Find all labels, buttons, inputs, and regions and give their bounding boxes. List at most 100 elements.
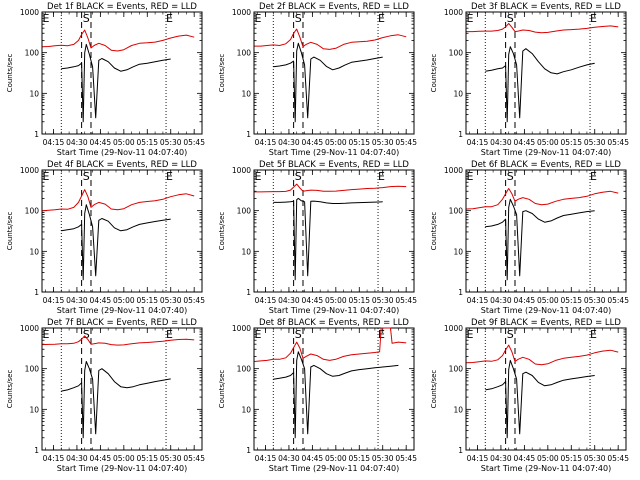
x-tick-label: 04:15 [255,454,277,463]
plot-frame [41,169,203,293]
x-tick-label: 05:45 [607,138,629,147]
chart-panel-5: Det 5f BLACK = Events, RED = LLD 1 10 100 10… [218,160,417,315]
x-tick-label: 05:45 [395,454,417,463]
marker-e-left: E [255,328,262,341]
marker-e-right: E [378,170,385,183]
x-tick-label: 04:15 [467,296,489,305]
chart-title: Det 4f BLACK = Events, RED = LLD [47,160,197,170]
events-series-line [61,43,171,123]
x-tick-label: 04:15 [255,138,277,147]
chart-panel-4: Det 4f BLACK = Events, RED = LLD 1 10 100 10… [6,160,205,315]
y-tick-label: 1 [458,130,463,139]
y-tick-label: 100 [25,365,40,374]
x-tick-label: 05:15 [560,138,582,147]
marker-s: S [507,170,514,183]
lld-series-line [254,28,407,50]
y-tick-label: 10 [241,405,251,414]
chart-title: Det 3f BLACK = Events, RED = LLD [471,2,621,12]
x-tick-label: 04:15 [467,454,489,463]
y-tick-label: 1000 [20,8,39,17]
events-series-line [485,359,595,439]
chart-title: Det 1f BLACK = Events, RED = LLD [47,2,197,12]
y-axis-label: Counts/sec [430,370,438,409]
x-tick-label: 05:45 [607,296,629,305]
y-tick-label: 1 [34,130,39,139]
x-tick-label: 05:15 [136,296,158,305]
plot-frame [465,327,627,451]
marker-e-right: E [166,12,173,25]
marker-s: S [295,328,302,341]
x-tick-label: 05:30 [584,296,606,305]
marker-e-left: E [255,12,262,25]
lld-series-line [466,344,619,366]
plot-frame [253,169,415,293]
x-tick-label: 05:00 [113,296,135,305]
marker-e-right: E [590,12,597,25]
marker-s: S [83,328,90,341]
marker-e-right: E [378,12,385,25]
x-tick-label: 04:15 [43,138,65,147]
x-axis-label: Start Time (29-Nov-11 04:07:40) [481,148,611,157]
events-series-line [61,204,171,281]
y-axis-label: Counts/sec [6,54,14,93]
y-tick-label: 1 [34,288,39,297]
chart-panel-6: Det 6f BLACK = Events, RED = LLD 1 10 100 10… [430,160,629,315]
y-axis-label: Counts/sec [430,54,438,93]
x-tick-label: 04:30 [66,296,88,305]
x-tick-label: 04:15 [255,296,277,305]
x-tick-label: 05:00 [113,454,135,463]
marker-e-right: E [378,328,385,341]
lld-series-line [466,188,619,210]
x-tick-label: 04:15 [467,138,489,147]
y-axis-label: Counts/sec [430,212,438,251]
x-tick-label: 05:30 [160,138,182,147]
x-tick-label: 05:00 [113,138,135,147]
lld-series-line [466,23,619,34]
y-tick-label: 1000 [20,166,39,175]
marker-e-left: E [43,328,50,341]
lld-series-line [254,183,407,193]
x-axis-label: Start Time (29-Nov-11 04:07:40) [57,464,187,473]
x-tick-label: 05:15 [136,138,158,147]
y-tick-label: 10 [241,89,251,98]
y-tick-label: 1 [246,130,251,139]
lld-series-line [42,335,195,346]
x-tick-label: 04:45 [90,454,112,463]
y-tick-label: 1 [246,288,251,297]
x-axis-label: Start Time (29-Nov-11 04:07:40) [481,464,611,473]
y-tick-label: 10 [29,247,39,256]
x-tick-label: 05:45 [183,138,205,147]
y-tick-label: 1 [458,288,463,297]
events-series-line [485,198,595,281]
y-tick-label: 1 [458,446,463,455]
y-tick-label: 1000 [444,166,463,175]
chart-title: Det 2f BLACK = Events, RED = LLD [259,2,409,12]
x-tick-label: 04:30 [278,138,300,147]
y-tick-label: 100 [449,49,464,58]
y-tick-label: 1000 [232,324,251,333]
x-tick-label: 04:45 [514,296,536,305]
y-axis-label: Counts/sec [218,212,226,251]
y-axis-label: Counts/sec [218,370,226,409]
y-tick-label: 10 [241,247,251,256]
marker-s: S [83,12,90,25]
x-tick-label: 04:15 [43,296,65,305]
x-axis-label: Start Time (29-Nov-11 04:07:40) [269,148,399,157]
x-tick-label: 05:30 [160,296,182,305]
y-axis-label: Counts/sec [6,212,14,251]
marker-e-left: E [467,328,474,341]
plot-frame [41,327,203,451]
x-tick-label: 05:00 [325,454,347,463]
x-tick-label: 05:15 [348,296,370,305]
y-tick-label: 10 [453,89,463,98]
marker-s: S [295,12,302,25]
y-tick-label: 1000 [20,324,39,333]
chart-title: Det 6f BLACK = Events, RED = LLD [471,160,621,170]
y-tick-label: 10 [453,247,463,256]
lld-series-line [42,29,195,52]
y-tick-label: 1000 [444,8,463,17]
y-tick-label: 10 [29,405,39,414]
x-tick-label: 05:45 [183,296,205,305]
x-tick-label: 05:45 [607,454,629,463]
x-tick-label: 05:15 [560,454,582,463]
